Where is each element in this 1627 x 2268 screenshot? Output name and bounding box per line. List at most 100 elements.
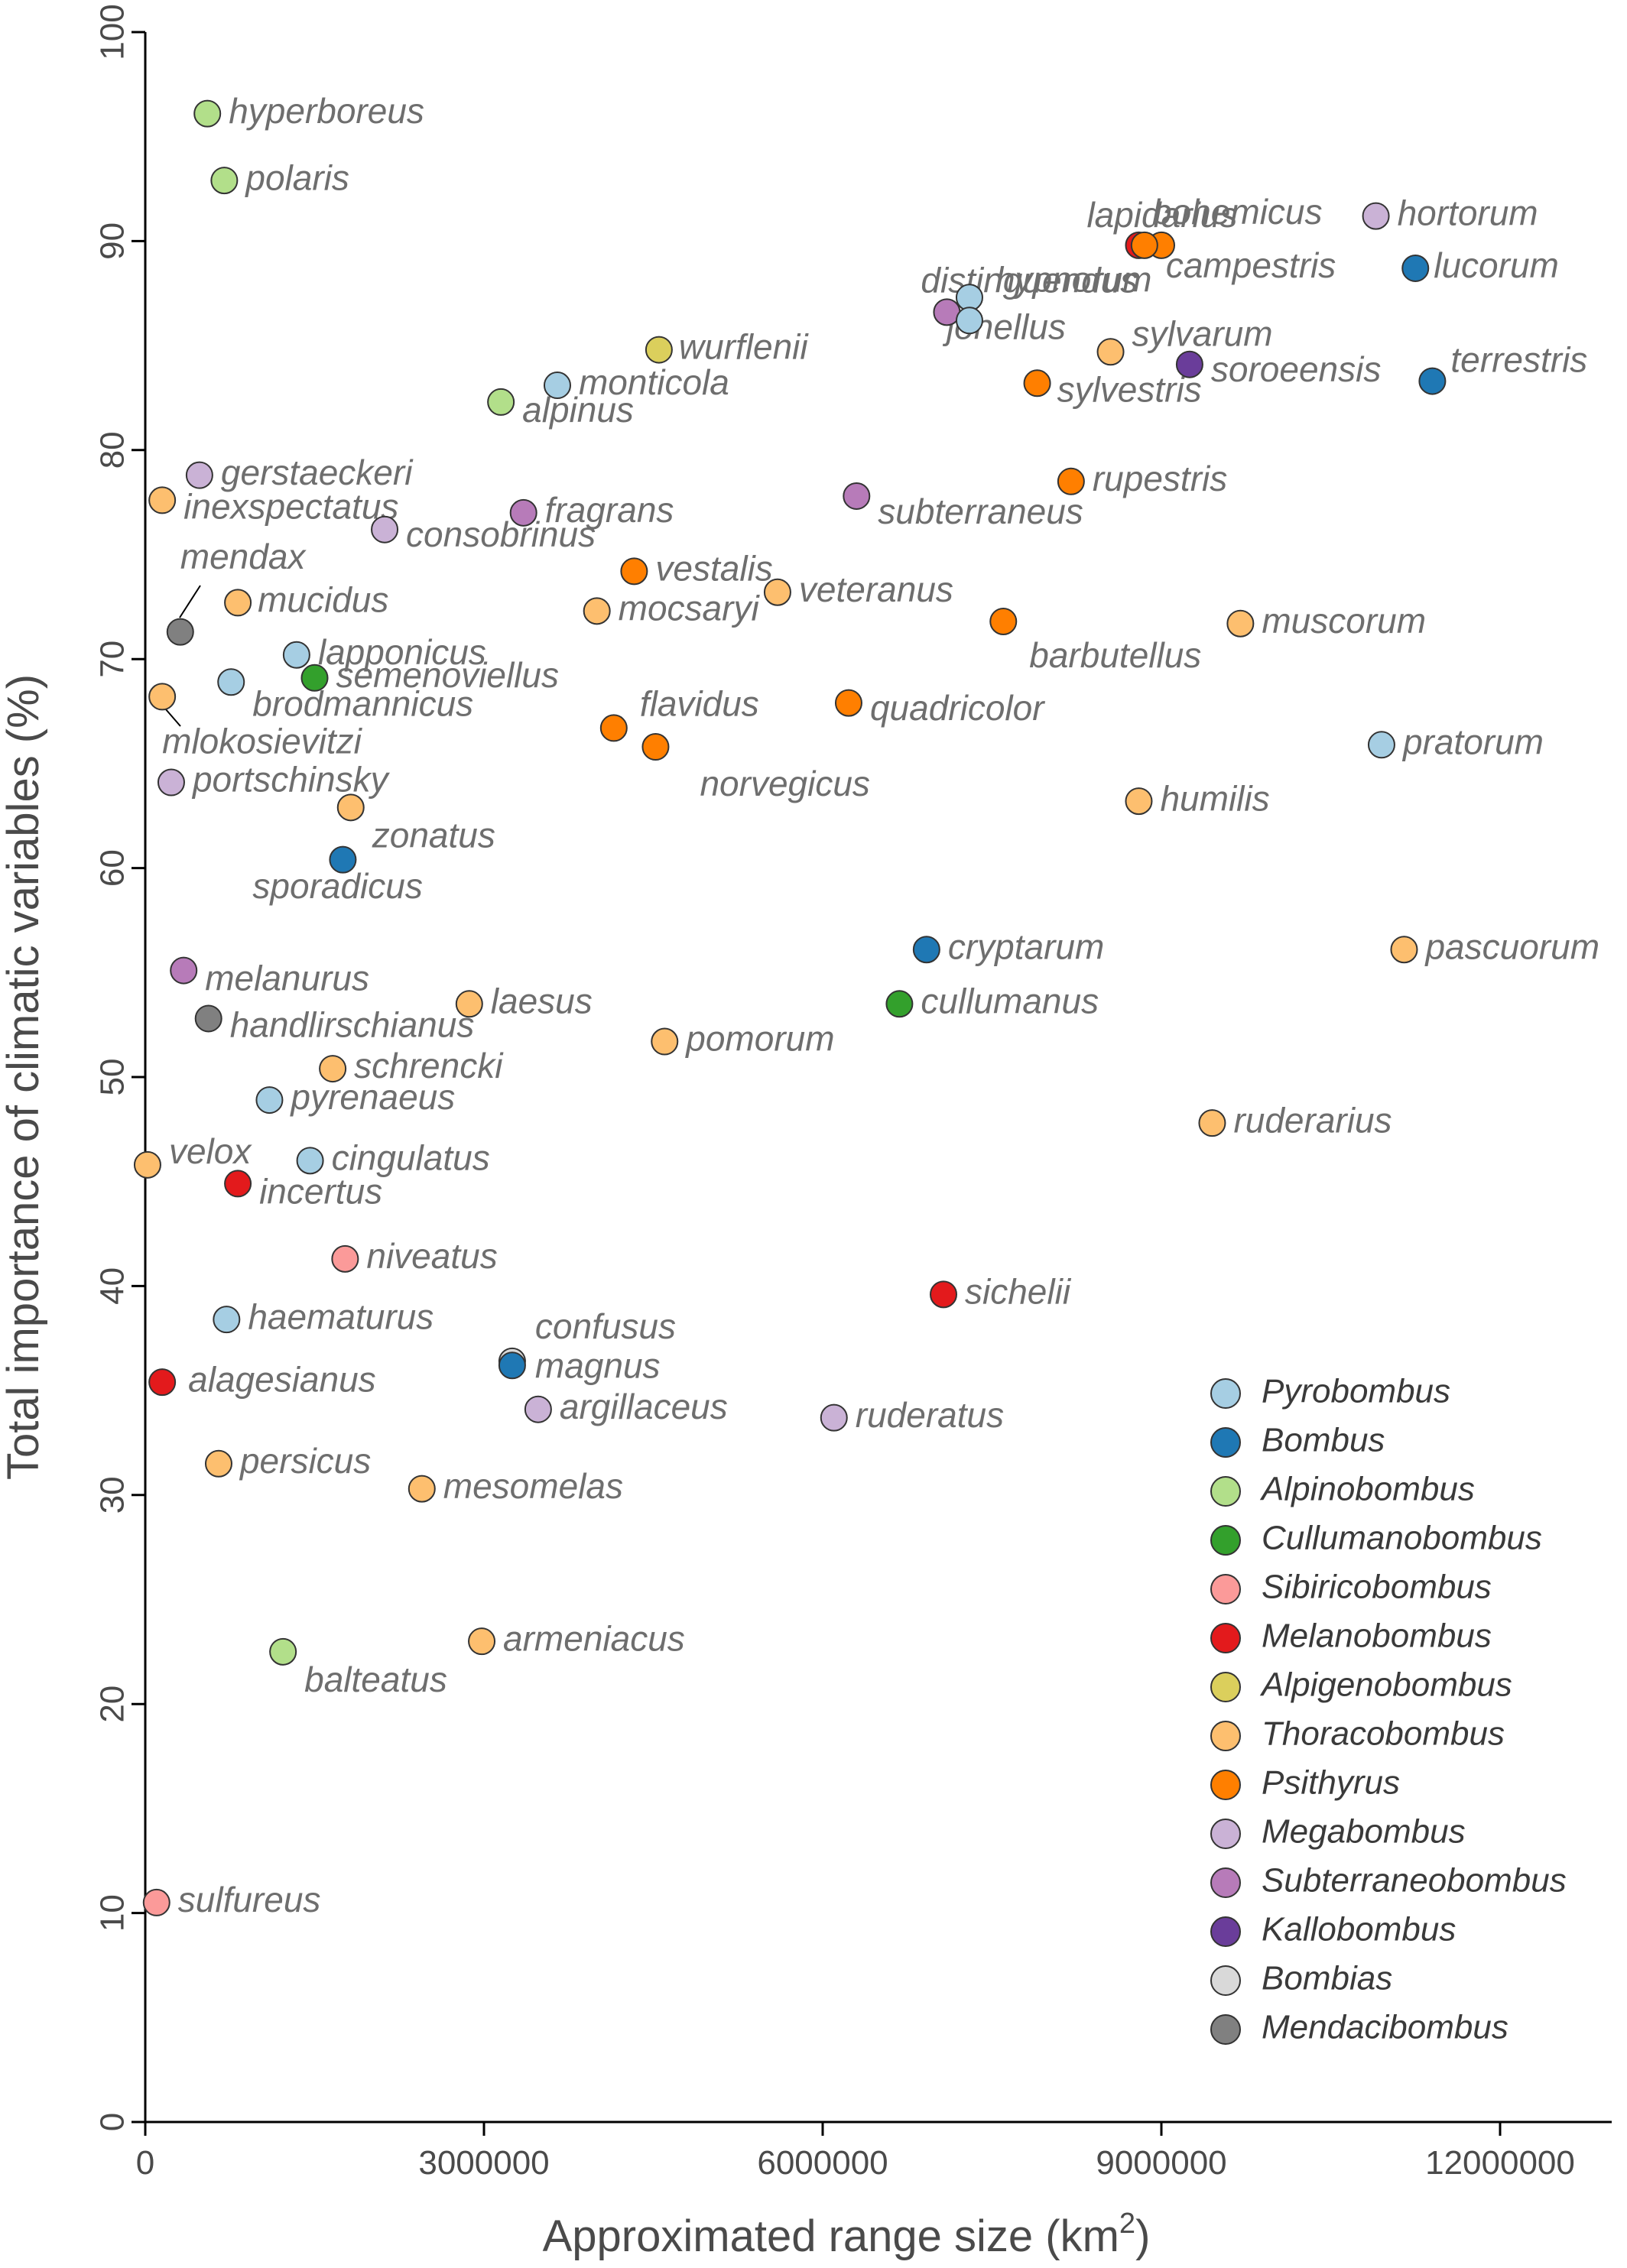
y-tick-label: 90 [94, 222, 132, 260]
point-label-sylvarum: sylvarum [1132, 313, 1273, 353]
legend-swatch-megabombus [1210, 1819, 1241, 1849]
point-label-pomorum: pomorum [684, 1019, 834, 1059]
data-point-alpinus [487, 388, 515, 416]
legend-swatch-melanobombus [1210, 1623, 1241, 1653]
data-point-magnus [498, 1351, 526, 1380]
point-label-wurflenii: wurflenii [679, 327, 810, 367]
legend-label-pyrobombus: Pyrobombus [1262, 1373, 1450, 1410]
point-label-veteranus: veteranus [799, 569, 953, 609]
x-tick-label: 3000000 [418, 2144, 549, 2182]
point-label-pascuorum: pascuorum [1424, 926, 1599, 966]
data-point-cullumanus [885, 990, 914, 1018]
point-label-brodmannicus: brodmannicus [252, 683, 473, 723]
data-point-veteranus [763, 578, 791, 606]
point-label-flavidus: flavidus [640, 684, 759, 724]
data-point-monticola [543, 372, 571, 400]
data-point-inexspectatus [148, 486, 177, 514]
legend-swatch-bombus [1210, 1427, 1241, 1458]
x-ticks: 0 3000000 6000000 9000000 12000000 [136, 2122, 1575, 2182]
data-point-fragrans [509, 498, 537, 527]
point-label-alagesianus: alagesianus [188, 1359, 376, 1399]
x-axis-title-main: Approximated range size (km [543, 2211, 1119, 2261]
data-point-campestris [1130, 231, 1158, 259]
data-point-laesus [455, 990, 483, 1018]
legend-label-kallobombus: Kallobombus [1262, 1911, 1456, 1948]
y-tick-label: 60 [94, 849, 132, 887]
data-points [133, 99, 1447, 1916]
point-label-pratorum: pratorum [1401, 722, 1544, 761]
data-point-soroeensis [1175, 350, 1203, 378]
data-point-pratorum [1367, 731, 1395, 759]
legend-label-sibiricobombus: Sibiricobombus [1262, 1569, 1492, 1606]
data-point-hortorum [1362, 202, 1390, 230]
legend-swatch-psithyrus [1210, 1770, 1241, 1800]
legend-label-mendacibombus: Mendacibombus [1262, 2009, 1508, 2046]
data-point-mucidus [224, 589, 252, 617]
point-label-balteatus: balteatus [304, 1660, 447, 1699]
legend-label-bombus: Bombus [1262, 1422, 1385, 1459]
point-label-monticola: monticola [579, 362, 729, 402]
point-label-mucidus: mucidus [258, 580, 388, 620]
point-label-melanurus: melanurus [205, 959, 369, 998]
y-tick-label: 0 [94, 2113, 132, 2131]
point-label-polaris: polaris [244, 157, 349, 197]
data-point-alagesianus [148, 1368, 177, 1397]
y-tick-label: 50 [94, 1059, 132, 1096]
point-label-fragrans: fragrans [545, 490, 674, 530]
data-point-humilis [1125, 787, 1153, 816]
data-point-wurflenii [645, 336, 673, 364]
data-point-mocsaryi [583, 597, 611, 625]
data-point-pyrenaeus [255, 1086, 284, 1115]
legend-swatch-sibiricobombus [1210, 1574, 1241, 1604]
point-label-mlokosievitzi: mlokosievitzi [162, 722, 363, 761]
point-label-cryptarum: cryptarum [948, 926, 1104, 966]
point-label-mocsaryi: mocsaryi [619, 588, 761, 628]
callout-line-mendax [179, 585, 201, 618]
point-label-sporadicus: sporadicus [252, 866, 422, 906]
x-axis-title-sup: 2 [1119, 2208, 1135, 2240]
data-point-brodmannicus [217, 668, 245, 696]
x-tick-label: 9000000 [1096, 2144, 1226, 2182]
y-tick-label: 20 [94, 1686, 132, 1723]
data-point-haematurus [213, 1306, 241, 1334]
point-label-lucorum: lucorum [1434, 245, 1559, 285]
data-point-rupestris [1057, 467, 1085, 495]
data-point-vestalis [620, 557, 648, 586]
y-ticks: 0 10 20 30 40 50 60 70 80 90 100 [94, 4, 145, 2131]
y-axis-title: Total importance of climatic variables (… [0, 674, 48, 1480]
x-axis-title: Approximated range size (km2) [543, 2208, 1151, 2261]
data-point-cingulatus [296, 1147, 324, 1175]
point-label-persicus: persicus [239, 1441, 371, 1481]
legend-swatch-cullumanobombus [1210, 1525, 1241, 1556]
point-label-argillaceus: argillaceus [560, 1387, 728, 1426]
y-tick-label: 80 [94, 431, 132, 469]
point-label-bohemicus: bohemicus [1152, 192, 1322, 232]
data-point-semenoviellus [300, 664, 329, 692]
point-label-campestris: campestris [1166, 245, 1336, 285]
point-label-portschinsky: portschinsky [191, 760, 391, 800]
data-point-argillaceus [524, 1395, 552, 1423]
point-label-semenoviellus: semenoviellus [336, 655, 559, 695]
point-label-ruderatus: ruderatus [856, 1395, 1004, 1435]
data-point-ruderarius [1198, 1109, 1226, 1137]
data-point-armeniacus [468, 1627, 496, 1656]
point-label-mesomelas: mesomelas [443, 1466, 623, 1506]
point-label-magnus: magnus [535, 1345, 661, 1385]
data-point-jonellus [955, 307, 983, 335]
y-tick-label: 10 [94, 1894, 132, 1932]
point-label-vestalis: vestalis [655, 549, 772, 589]
point-label-sulfureus: sulfureus [178, 1880, 321, 1919]
data-point-sylvestris [1023, 369, 1051, 397]
point-label-cingulatus: cingulatus [332, 1138, 490, 1178]
x-tick-label: 0 [136, 2144, 154, 2182]
point-label-lapidarius: lapidarius [1086, 195, 1237, 235]
data-point-pomorum [651, 1027, 679, 1056]
point-label-mendax: mendax [180, 537, 307, 576]
legend: Pyrobombus Bombus Alpinobombus Cullumanobom… [1210, 1373, 1567, 2046]
point-label-quadricolor: quadricolor [870, 688, 1045, 728]
point-label-niveatus: niveatus [366, 1236, 497, 1276]
legend-label-subterraneobombus: Subterraneobombus [1262, 1862, 1567, 1900]
data-point-lapponicus [282, 641, 310, 669]
data-point-gerstaeckeri [185, 461, 213, 489]
data-point-persicus [204, 1449, 232, 1478]
